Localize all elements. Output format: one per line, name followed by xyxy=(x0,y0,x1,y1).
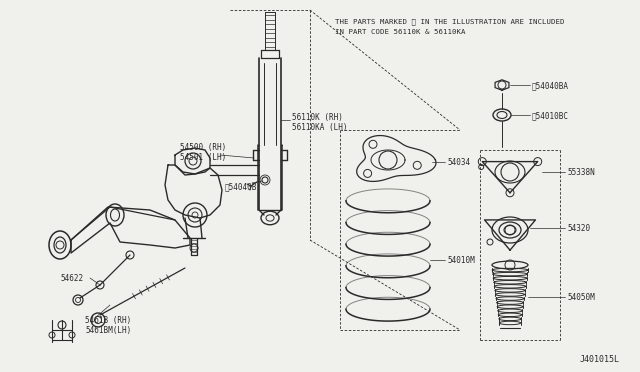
Text: ※54010BC: ※54010BC xyxy=(532,111,569,120)
Text: THE PARTS MARKED ※ IN THE ILLUSTRATION ARE INCLUDED: THE PARTS MARKED ※ IN THE ILLUSTRATION A… xyxy=(335,18,564,25)
Text: IN PART CODE 56110K & 56110KA: IN PART CODE 56110K & 56110KA xyxy=(335,29,465,35)
Text: 54500 (RH): 54500 (RH) xyxy=(180,143,227,152)
Text: 56110K (RH): 56110K (RH) xyxy=(292,113,343,122)
Text: 54034: 54034 xyxy=(447,158,470,167)
Text: 54622: 54622 xyxy=(60,274,83,283)
Text: 56110KA (LH): 56110KA (LH) xyxy=(292,123,348,132)
Text: 54501 (LH): 54501 (LH) xyxy=(180,153,227,162)
Text: J401015L: J401015L xyxy=(580,355,620,364)
Text: ※54040BA: ※54040BA xyxy=(532,81,569,90)
Text: 55338N: 55338N xyxy=(567,168,595,177)
Text: 5461BM(LH): 5461BM(LH) xyxy=(85,326,131,335)
Text: ※54040B: ※54040B xyxy=(225,182,257,191)
Text: 54010M: 54010M xyxy=(447,256,475,265)
Text: 54320: 54320 xyxy=(567,224,590,233)
Text: 54050M: 54050M xyxy=(567,292,595,301)
Text: 5461B (RH): 5461B (RH) xyxy=(85,316,131,325)
